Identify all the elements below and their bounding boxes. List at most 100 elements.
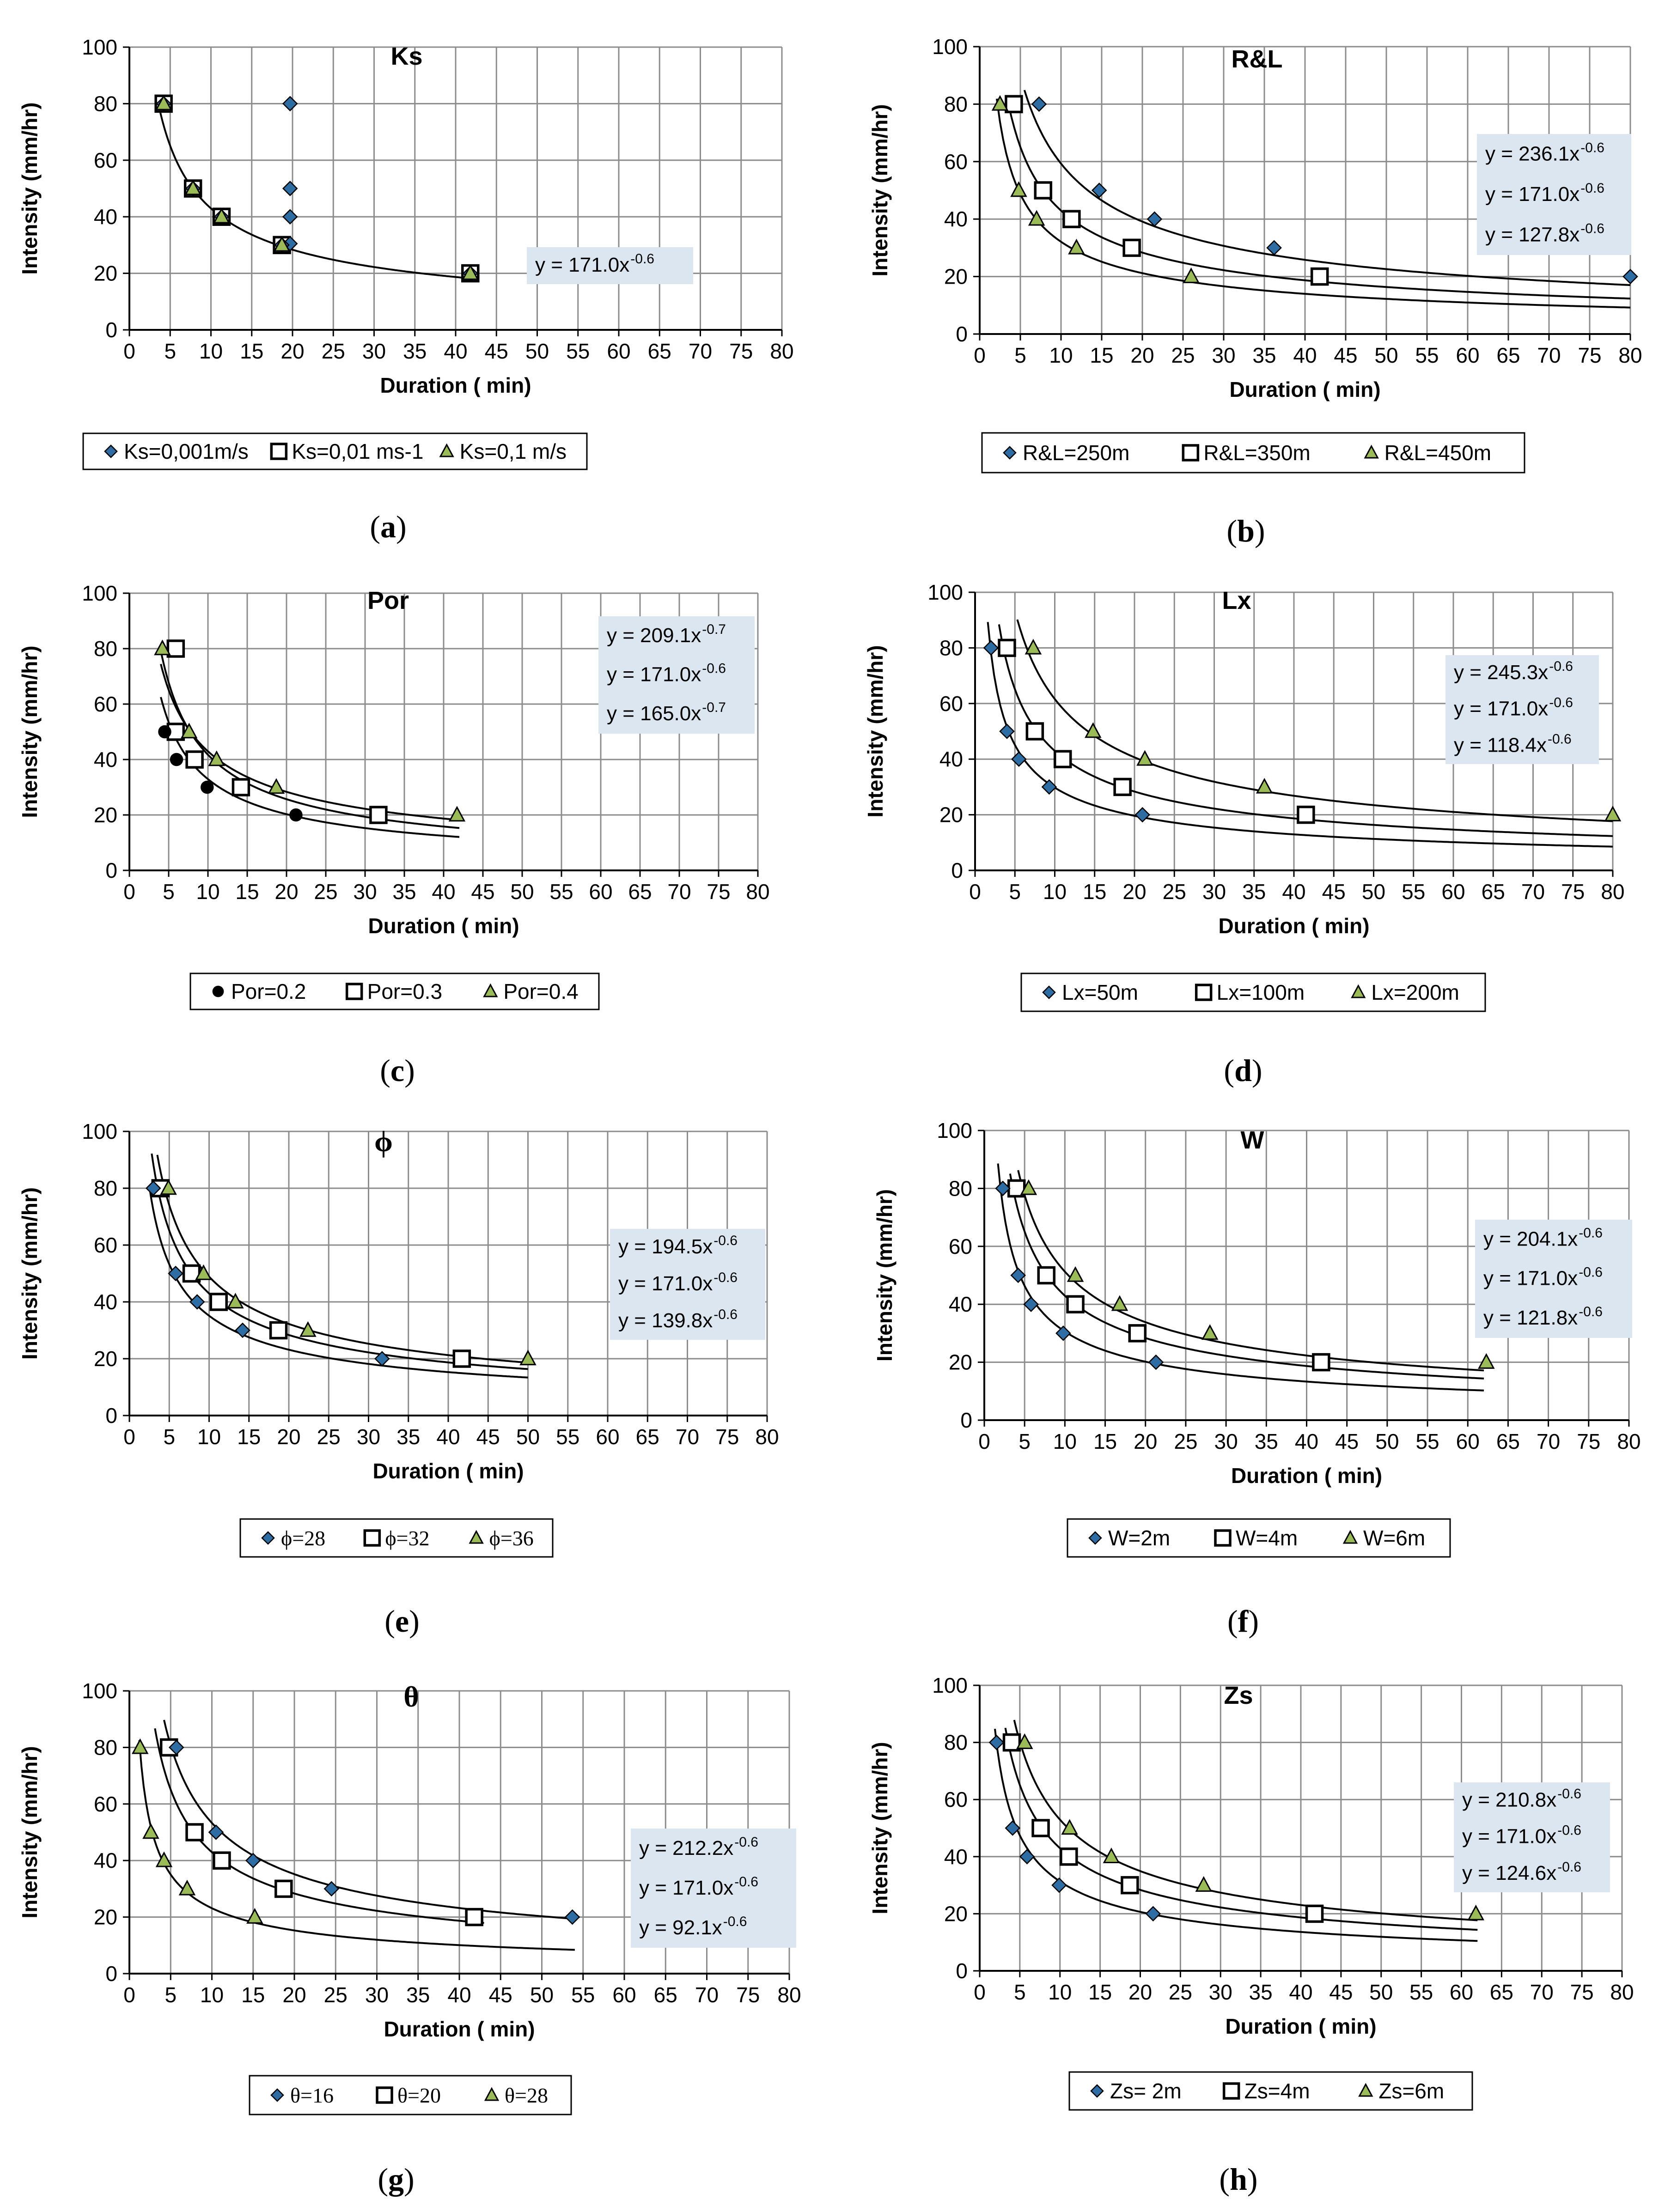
data-point-diamond <box>1055 1325 1071 1341</box>
equation-exponent: -0.6 <box>1580 181 1604 196</box>
x-tick-label: 20 <box>1128 1980 1152 2004</box>
x-tick-label: 10 <box>200 1983 224 2007</box>
x-tick-label: 40 <box>444 339 467 363</box>
equation-exponent: -0.6 <box>1549 659 1573 674</box>
x-tick-label: 5 <box>1009 880 1021 904</box>
legend-label: Lx=200m <box>1371 980 1459 1004</box>
data-point-diamond <box>282 209 298 225</box>
legend-label: Por=0.3 <box>367 979 442 1003</box>
fit-curve <box>154 1728 484 1924</box>
y-axis-title: Intensity (mm/hr) <box>868 1742 892 1914</box>
x-tick-label: 5 <box>1018 1429 1031 1453</box>
legend-marker-circle <box>212 985 224 997</box>
data-point-diamond <box>282 96 298 112</box>
data-point-square <box>1060 1847 1078 1866</box>
data-point-triangle <box>155 94 172 110</box>
x-tick-label: 45 <box>1329 1980 1353 2004</box>
data-point-diamond <box>1266 240 1282 256</box>
y-tick-label: 20 <box>94 261 117 286</box>
chart-title: ϕ <box>374 1125 393 1158</box>
x-tick-label: 65 <box>648 339 671 363</box>
x-tick-label: 80 <box>1618 343 1642 367</box>
data-point-triangle <box>246 1908 263 1924</box>
x-tick-label: 40 <box>447 1983 471 2007</box>
data-point-diamond <box>564 1909 580 1925</box>
legend-label: Por=0.4 <box>503 979 578 1003</box>
x-tick-label: 35 <box>396 1425 420 1449</box>
data-point-square <box>1310 267 1329 286</box>
fit-curve <box>151 1153 528 1370</box>
x-tick-label: 65 <box>654 1983 677 2007</box>
data-point-triangle <box>1256 778 1273 794</box>
equation-exponent: -0.7 <box>702 622 726 637</box>
legend-marker-triangle <box>1364 444 1379 459</box>
data-point-diamond <box>1091 182 1107 198</box>
equation-exponent: -0.6 <box>702 661 726 676</box>
equation-text: y = 171.0x <box>618 1272 713 1295</box>
data-point-diamond <box>323 1881 340 1897</box>
legend-marker-diamond <box>1003 446 1017 460</box>
x-tick-label: 55 <box>1402 880 1425 904</box>
x-tick-label: 20 <box>1134 1429 1157 1453</box>
x-tick-label: 30 <box>1214 1429 1238 1453</box>
x-tick-label: 35 <box>403 339 427 363</box>
data-point-triangle <box>1028 210 1045 226</box>
x-tick-label: 70 <box>676 1425 699 1449</box>
data-point-triangle <box>154 639 171 656</box>
x-tick-label: 40 <box>1289 1980 1312 2004</box>
x-tick-label: 70 <box>689 339 712 363</box>
legend-marker-diamond <box>1090 2084 1104 2098</box>
y-tick-label: 80 <box>94 91 117 115</box>
equation-text: y = 204.1x <box>1483 1228 1578 1250</box>
x-tick-label: 35 <box>1249 1980 1273 2004</box>
chart-title: θ <box>403 1680 419 1713</box>
equation-exponent: -0.6 <box>714 1233 738 1248</box>
equation-text: y = 209.1x <box>607 624 701 647</box>
legend-label: θ=20 <box>397 2084 441 2107</box>
y-tick-label: 100 <box>932 1673 968 1697</box>
x-tick-label: 5 <box>163 880 175 904</box>
x-tick-label: 30 <box>357 1425 380 1449</box>
data-point-diamond <box>1041 779 1057 795</box>
x-tick-label: 45 <box>476 1425 500 1449</box>
legend-label: Ks=0,01 ms-1 <box>292 439 423 463</box>
data-point-diamond <box>1031 96 1047 112</box>
y-tick-label: 100 <box>932 35 968 59</box>
fit-curve <box>994 1728 1478 1942</box>
x-axis-title: Duration ( min) <box>1229 377 1380 401</box>
data-point-triangle <box>1025 638 1042 655</box>
data-point-triangle <box>1195 1876 1213 1892</box>
legend-marker-square <box>376 2086 393 2104</box>
fit-curve <box>1009 1173 1484 1379</box>
data-point-square <box>209 1293 228 1311</box>
data-point-square <box>232 778 250 796</box>
x-tick-label: 75 <box>1570 1980 1594 2004</box>
equation-box <box>1445 655 1599 764</box>
x-tick-label: 35 <box>1252 343 1276 367</box>
x-tick-label: 25 <box>1169 1980 1192 2004</box>
y-tick-label: 40 <box>939 747 963 771</box>
x-tick-label: 80 <box>755 1425 779 1449</box>
y-tick-label: 80 <box>939 636 963 660</box>
data-point-square <box>185 750 204 769</box>
y-tick-label: 60 <box>939 692 963 716</box>
data-point-diamond <box>208 1824 224 1840</box>
legend-label: Lx=100m <box>1217 980 1305 1004</box>
x-axis-title: Duration ( min) <box>1218 914 1369 938</box>
chart-title: R&L <box>1232 45 1283 73</box>
data-point-triangle <box>1467 1904 1485 1920</box>
x-axis-title: Duration ( min) <box>380 373 531 397</box>
equation-text: y = 245.3x <box>1454 661 1548 684</box>
data-point-triangle <box>1016 1733 1033 1749</box>
fit-curve <box>997 1163 1484 1392</box>
y-axis-title: Intensity (mm/hr) <box>863 645 887 817</box>
legend-marker-triangle <box>1358 2083 1373 2097</box>
legend-label: Lx=50m <box>1062 980 1138 1004</box>
y-tick-label: 80 <box>94 637 117 661</box>
x-tick-label: 30 <box>1202 880 1226 904</box>
x-tick-label: 50 <box>530 1983 554 2007</box>
data-point-triangle <box>1103 1847 1120 1864</box>
equation-text: y = 139.8x <box>618 1309 713 1332</box>
y-tick-label: 20 <box>949 1350 972 1374</box>
